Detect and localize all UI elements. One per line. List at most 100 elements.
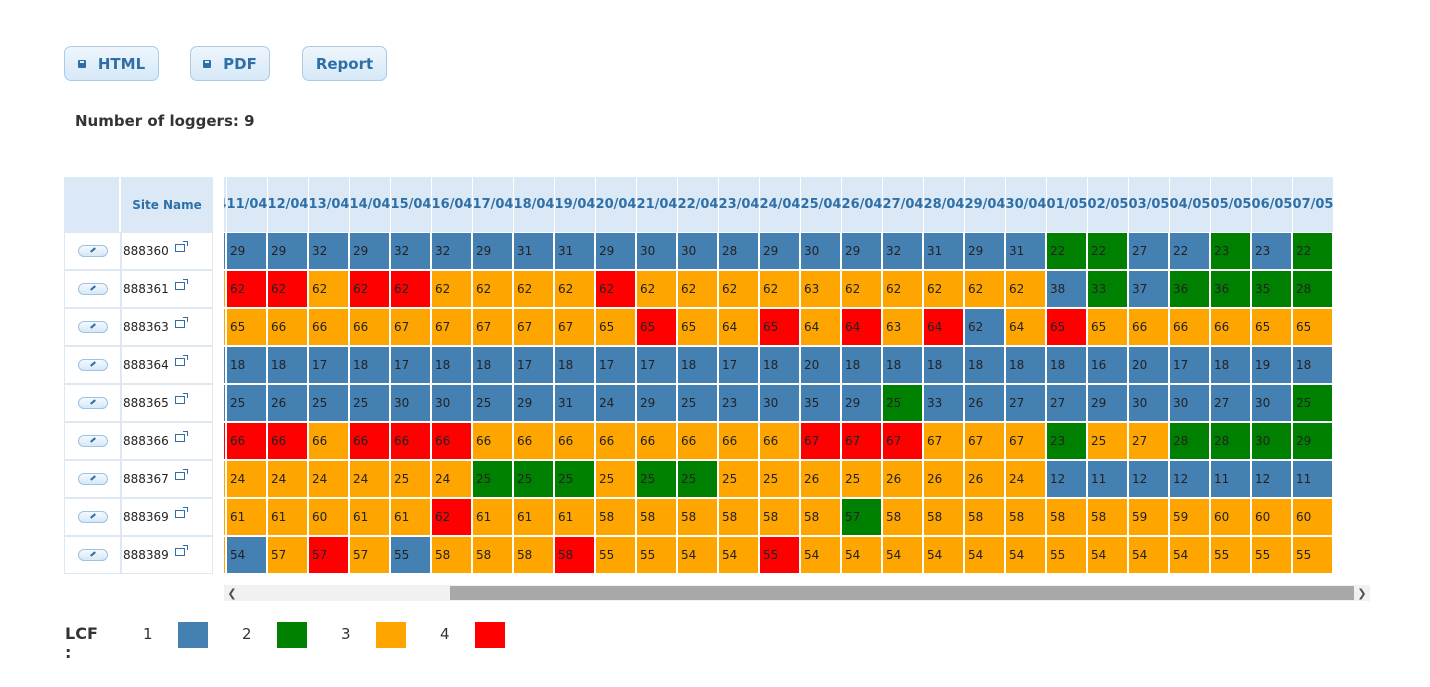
lcf-cell: 25 xyxy=(1088,423,1127,459)
edit-button[interactable] xyxy=(64,308,121,346)
date-header: 17/04 xyxy=(473,177,513,232)
lcf-cell: 62 xyxy=(596,271,635,307)
legend-title: LCF : xyxy=(65,624,98,662)
report-button[interactable]: Report xyxy=(302,46,387,81)
edit-button[interactable] xyxy=(64,232,121,270)
lcf-cell: 27 xyxy=(1047,385,1086,421)
lcf-cell: 62 xyxy=(760,271,799,307)
lcf-cell: 25 xyxy=(760,461,799,497)
lcf-cell: 29 xyxy=(760,233,799,269)
lcf-cell: 18 xyxy=(1006,347,1045,383)
open-site-icon[interactable] xyxy=(174,393,188,404)
lcf-cell: 25 xyxy=(514,461,553,497)
legend-label: 3 xyxy=(341,625,351,643)
scrollbar-thumb[interactable] xyxy=(450,586,1354,600)
lcf-cell: 18 xyxy=(883,347,922,383)
date-header: 11/04 xyxy=(227,177,267,232)
scroll-right-icon[interactable]: ❯ xyxy=(1357,586,1367,600)
lcf-cell: 62 xyxy=(268,271,307,307)
lcf-cell: 67 xyxy=(965,423,1004,459)
lcf-cell: 54 xyxy=(678,537,717,573)
edit-button[interactable] xyxy=(64,498,121,536)
lcf-cell: 32 xyxy=(883,233,922,269)
date-header: 29/04 xyxy=(965,177,1005,232)
lcf-cell: 62 xyxy=(432,499,471,535)
lcf-cell: 58 xyxy=(596,499,635,535)
lcf-cell: 36 xyxy=(1170,271,1209,307)
pencil-icon xyxy=(77,473,108,485)
lcf-cell: 65 xyxy=(1252,309,1291,345)
lcf-cell: 22 xyxy=(1047,233,1086,269)
lcf-cell: 63 xyxy=(883,309,922,345)
lcf-cell: 20 xyxy=(1129,347,1168,383)
site-name-cell: 888364 xyxy=(121,346,213,384)
edit-button[interactable] xyxy=(64,536,121,574)
lcf-cell: 58 xyxy=(883,499,922,535)
lcf-cell: 54 xyxy=(801,537,840,573)
pdf-export-button[interactable]: PDF xyxy=(190,46,270,81)
edit-button[interactable] xyxy=(64,270,121,308)
lcf-cell: 23 xyxy=(1047,423,1086,459)
pencil-icon xyxy=(77,245,108,257)
lcf-cell: 30 xyxy=(637,233,676,269)
horizontal-scrollbar[interactable]: ❮ ❯ xyxy=(224,585,1370,601)
lcf-cell: 62 xyxy=(473,271,512,307)
lcf-cell: 54 xyxy=(227,537,266,573)
lcf-cell: 62 xyxy=(227,271,266,307)
lcf-cell: 54 xyxy=(1129,537,1168,573)
scroll-left-icon[interactable]: ❮ xyxy=(227,586,237,600)
open-site-icon[interactable] xyxy=(174,545,188,556)
site-name-cell: 888369 xyxy=(121,498,213,536)
lcf-cell: 29 xyxy=(637,385,676,421)
lcf-cell: 66 xyxy=(760,423,799,459)
lcf-cell: 62 xyxy=(350,271,389,307)
date-header: 15/04 xyxy=(391,177,431,232)
lcf-cell: 25 xyxy=(227,385,266,421)
open-site-icon[interactable] xyxy=(174,469,188,480)
lcf-cell: 32 xyxy=(391,233,430,269)
open-site-icon[interactable] xyxy=(174,431,188,442)
lcf-cell: 17 xyxy=(309,347,348,383)
date-header: 12/04 xyxy=(268,177,308,232)
lcf-cell: 35 xyxy=(801,385,840,421)
edit-button[interactable] xyxy=(64,422,121,460)
html-export-button[interactable]: HTML xyxy=(64,46,159,81)
edit-button[interactable] xyxy=(64,384,121,422)
lcf-cell: 25 xyxy=(473,461,512,497)
edit-button[interactable] xyxy=(64,346,121,384)
lcf-cell: 58 xyxy=(801,499,840,535)
open-site-icon[interactable] xyxy=(174,507,188,518)
lcf-cell: 57 xyxy=(268,537,307,573)
open-site-icon[interactable] xyxy=(174,279,188,290)
lcf-cell: 55 xyxy=(1047,537,1086,573)
lcf-cell: 25 xyxy=(473,385,512,421)
lcf-cell: 28 xyxy=(719,233,758,269)
date-header: 04/05 xyxy=(1170,177,1210,232)
lcf-cell: 66 xyxy=(678,423,717,459)
open-site-icon[interactable] xyxy=(174,355,188,366)
open-site-icon[interactable] xyxy=(174,317,188,328)
lcf-cell: 26 xyxy=(965,461,1004,497)
lcf-cell: 22 xyxy=(1088,233,1127,269)
lcf-cell: 66 xyxy=(309,423,348,459)
open-site-icon[interactable] xyxy=(174,241,188,252)
lcf-cell: 25 xyxy=(350,385,389,421)
lcf-cell: 25 xyxy=(1293,385,1332,421)
lcf-cell: 27 xyxy=(1129,233,1168,269)
lcf-cell: 11 xyxy=(1211,461,1250,497)
lcf-cell: 32 xyxy=(309,233,348,269)
lcf-cell: 58 xyxy=(1047,499,1086,535)
date-header: 24/04 xyxy=(760,177,800,232)
lcf-cell: 33 xyxy=(924,385,963,421)
lcf-cell: 58 xyxy=(555,537,594,573)
lcf-cell: 27 xyxy=(1006,385,1045,421)
lcf-cell: 54 xyxy=(719,537,758,573)
lcf-cell: 32 xyxy=(432,233,471,269)
lcf-cell: 65 xyxy=(227,309,266,345)
lcf-cell: 62 xyxy=(432,271,471,307)
lcf-cell: 61 xyxy=(473,499,512,535)
lcf-cell: 62 xyxy=(224,499,225,535)
edit-button[interactable] xyxy=(64,460,121,498)
lcf-cell: 55 xyxy=(1293,537,1332,573)
lcf-cell: 62 xyxy=(719,271,758,307)
